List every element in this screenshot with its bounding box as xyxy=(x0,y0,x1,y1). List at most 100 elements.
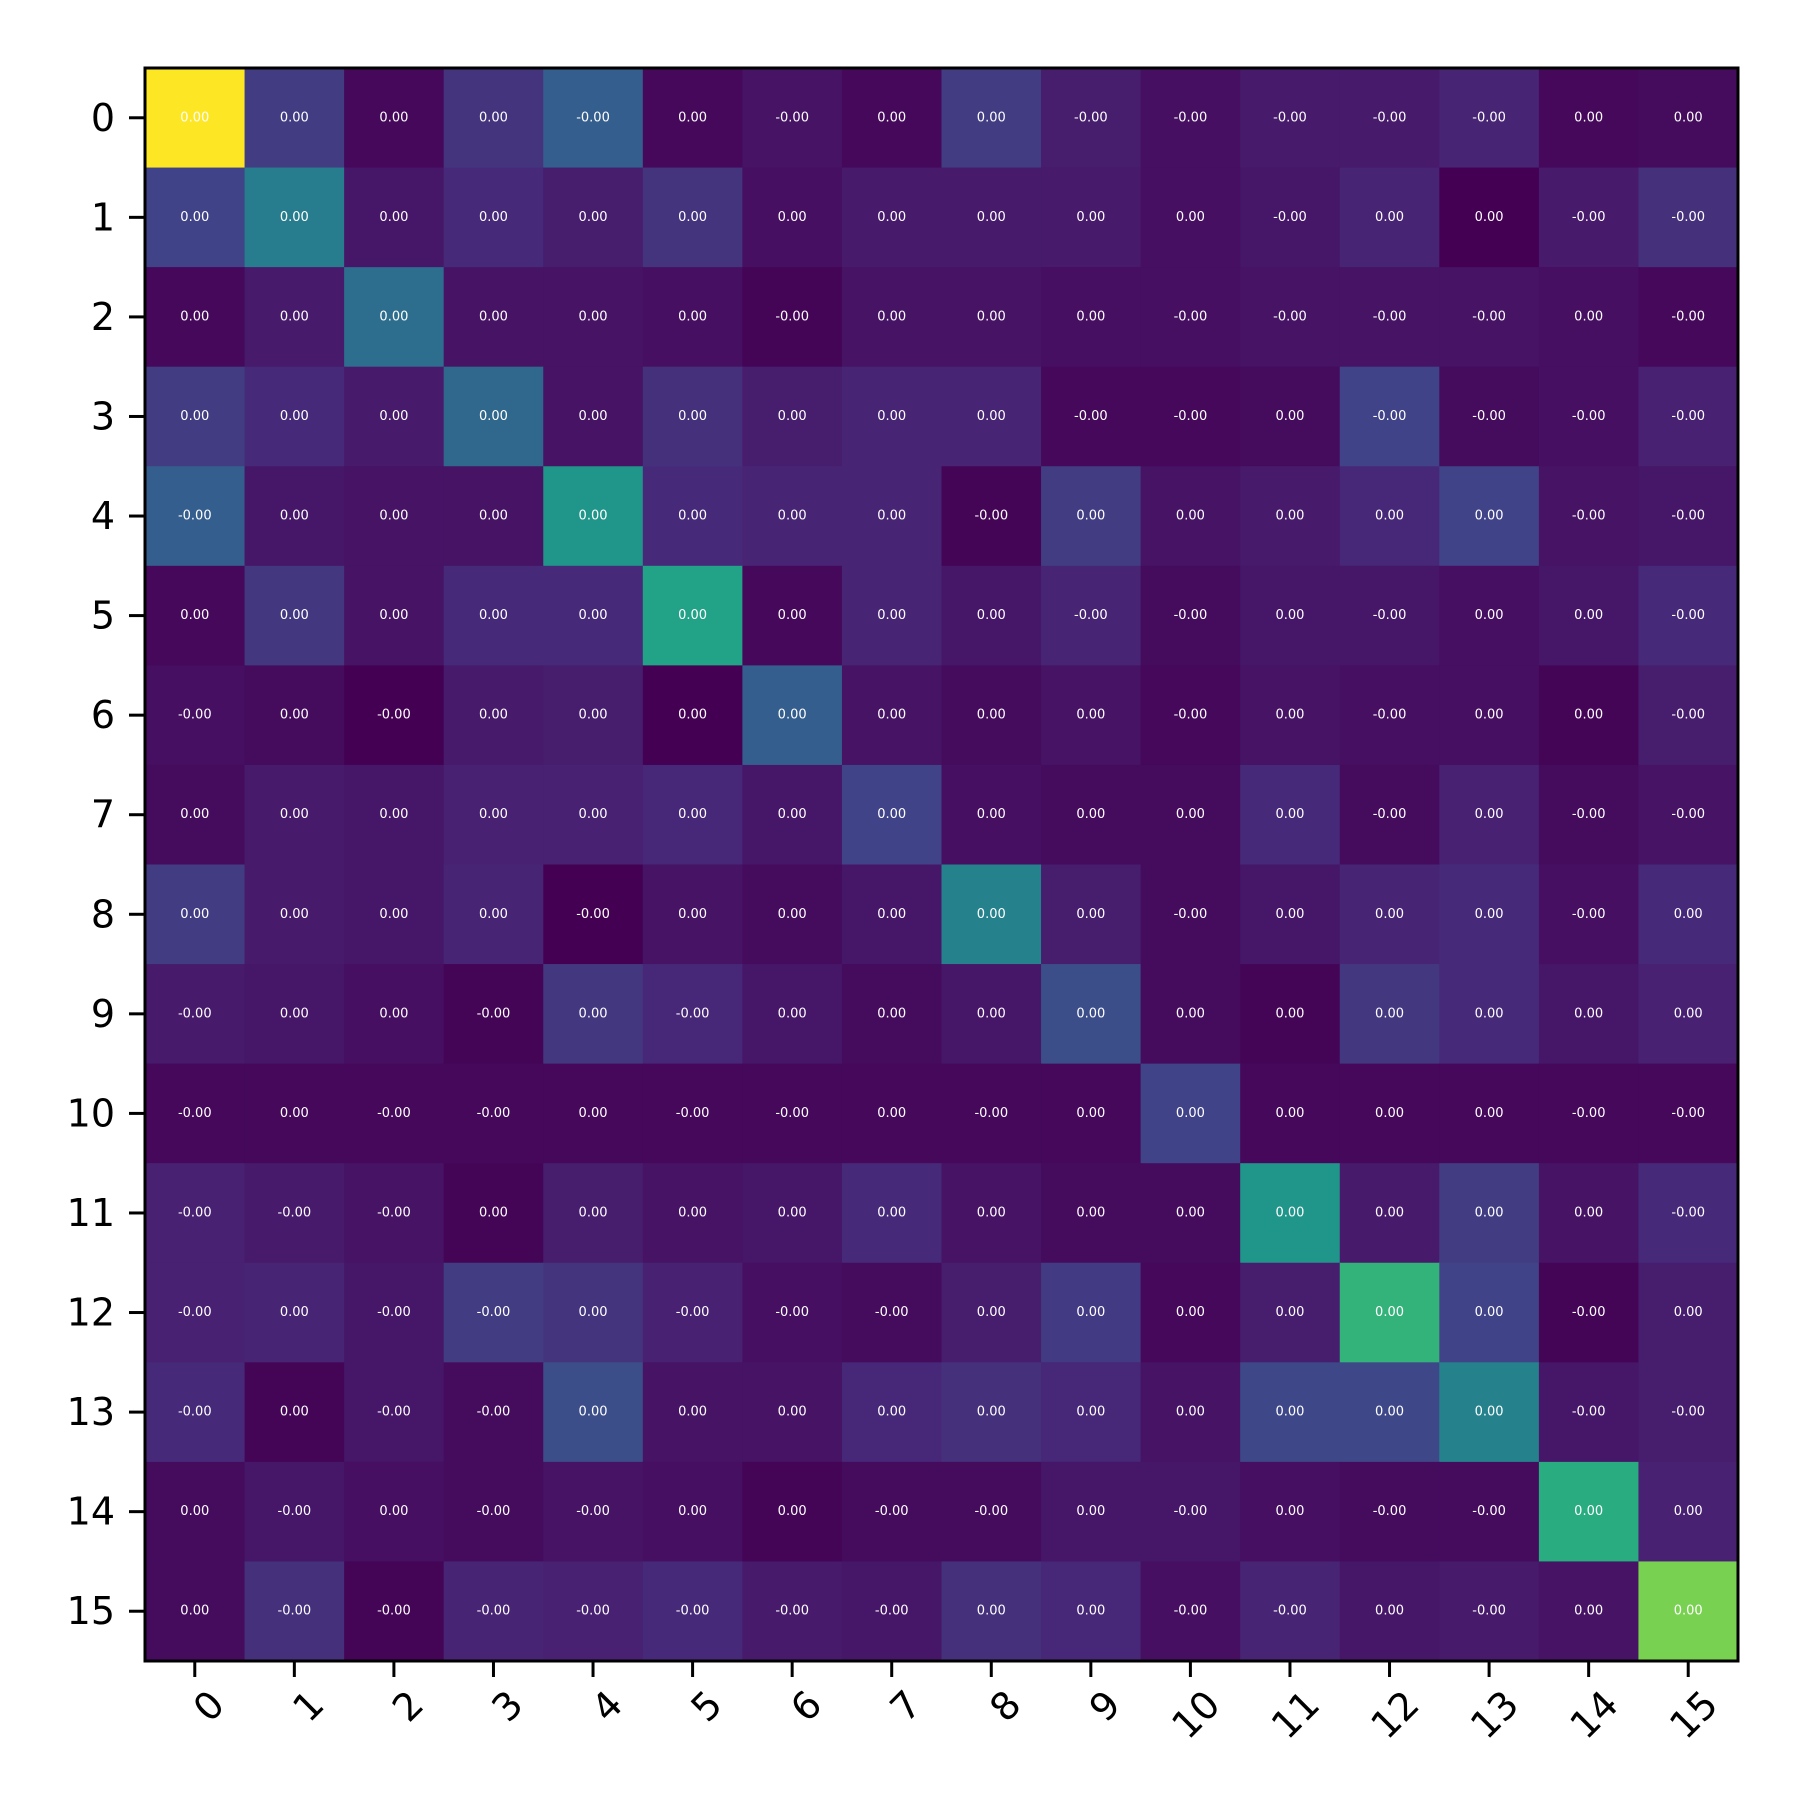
heatmap-cell-r2-c15 xyxy=(1638,267,1739,368)
heatmap-cell-r0-c3 xyxy=(443,68,544,169)
heatmap-cell-r8-c11 xyxy=(1240,864,1341,965)
cell-value-label-r7-c15: -0.00 xyxy=(1671,807,1705,822)
cell-value-label-r11-c0: -0.00 xyxy=(178,1205,212,1220)
heatmap-cell-r10-c14 xyxy=(1538,1063,1640,1164)
cell-value-label-r13-c5: 0.00 xyxy=(678,1405,707,1420)
heatmap-cell-r15-c15 xyxy=(1638,1561,1739,1662)
cell-value-label-r12-c7: -0.00 xyxy=(875,1305,909,1320)
cell-value-label-r1-c12: 0.00 xyxy=(1375,210,1404,225)
cell-value-label-r4-c6: 0.00 xyxy=(778,509,807,524)
heatmap-cell-r1-c15 xyxy=(1638,167,1739,268)
cell-value-label-r4-c2: 0.00 xyxy=(379,509,408,524)
heatmap-cell-r13-c6 xyxy=(742,1362,843,1463)
heatmap-cell-r4-c10 xyxy=(1140,466,1241,567)
heatmap-cell-r6-c14 xyxy=(1538,665,1640,766)
cell-value-label-r3-c3: 0.00 xyxy=(479,409,508,424)
heatmap-cell-r0-c9 xyxy=(1041,68,1142,169)
heatmap-cell-r1-c2 xyxy=(344,167,445,268)
heatmap-cell-r6-c0 xyxy=(145,665,246,766)
heatmap-cell-r12-c9 xyxy=(1041,1262,1142,1363)
y-tick-label-10: 10 xyxy=(67,1091,115,1135)
heatmap-cell-r6-c9 xyxy=(1041,665,1142,766)
heatmap-cell-r13-c2 xyxy=(344,1362,445,1463)
heatmap-cell-r9-c10 xyxy=(1140,964,1241,1065)
cell-value-label-r0-c2: 0.00 xyxy=(379,110,408,125)
cell-value-label-r0-c12: -0.00 xyxy=(1373,110,1407,125)
cell-value-label-r14-c15: 0.00 xyxy=(1674,1504,1703,1519)
heatmap-cell-r12-c11 xyxy=(1240,1262,1341,1363)
heatmap-cell-r13-c9 xyxy=(1041,1362,1142,1463)
heatmap-cell-r7-c14 xyxy=(1538,764,1640,866)
heatmap-cell-r1-c8 xyxy=(941,167,1042,268)
cell-value-label-r9-c8: 0.00 xyxy=(977,1006,1006,1021)
cell-value-label-r2-c13: -0.00 xyxy=(1472,309,1506,324)
heatmap-cell-r5-c8 xyxy=(941,565,1042,666)
cell-value-label-r3-c11: 0.00 xyxy=(1275,409,1304,424)
cell-value-label-r4-c10: 0.00 xyxy=(1176,509,1205,524)
cell-value-label-r13-c15: -0.00 xyxy=(1671,1405,1705,1420)
heatmap-cell-r7-c5 xyxy=(642,764,743,866)
heatmap-cell-r2-c13 xyxy=(1439,267,1540,368)
cell-value-label-r3-c0: 0.00 xyxy=(180,409,209,424)
heatmap-cell-r1-c3 xyxy=(443,167,544,268)
y-tick-label-7: 7 xyxy=(91,793,115,837)
cell-value-label-r15-c13: -0.00 xyxy=(1472,1604,1506,1619)
heatmap-cell-r1-c4 xyxy=(543,167,644,268)
heatmap-cell-r8-c7 xyxy=(841,864,943,965)
y-tick-label-13: 13 xyxy=(67,1390,115,1434)
heatmap-cell-r7-c0 xyxy=(145,764,246,866)
cell-value-label-r5-c11: 0.00 xyxy=(1275,608,1304,623)
cell-value-label-r9-c13: 0.00 xyxy=(1475,1006,1504,1021)
cell-value-label-r6-c2: -0.00 xyxy=(377,708,411,723)
cell-value-label-r1-c8: 0.00 xyxy=(977,210,1006,225)
cell-value-label-r1-c11: -0.00 xyxy=(1273,210,1307,225)
heatmap-cell-r11-c0 xyxy=(145,1163,246,1264)
cell-value-label-r7-c5: 0.00 xyxy=(678,807,707,822)
cell-value-label-r8-c10: -0.00 xyxy=(1174,907,1208,922)
cell-value-label-r3-c9: -0.00 xyxy=(1074,409,1108,424)
heatmap-cell-r10-c13 xyxy=(1439,1063,1540,1164)
heatmap-cell-r5-c0 xyxy=(145,565,246,666)
heatmap-cell-r4-c3 xyxy=(443,466,544,567)
heatmap-cell-r1-c7 xyxy=(841,167,943,268)
cell-value-label-r4-c3: 0.00 xyxy=(479,509,508,524)
cell-value-label-r8-c2: 0.00 xyxy=(379,907,408,922)
cell-value-label-r11-c9: 0.00 xyxy=(1076,1205,1105,1220)
cell-value-label-r2-c1: 0.00 xyxy=(280,309,309,324)
cell-value-label-r15-c10: -0.00 xyxy=(1174,1604,1208,1619)
heatmap-cell-r4-c2 xyxy=(344,466,445,567)
cell-value-label-r4-c5: 0.00 xyxy=(678,509,707,524)
cell-value-label-r2-c5: 0.00 xyxy=(678,309,707,324)
heatmap-cell-r11-c15 xyxy=(1638,1163,1739,1264)
cell-value-label-r5-c9: -0.00 xyxy=(1074,608,1108,623)
cell-value-label-r14-c14: 0.00 xyxy=(1574,1504,1603,1519)
cell-value-label-r4-c13: 0.00 xyxy=(1475,509,1504,524)
heatmap-cell-r3-c0 xyxy=(145,366,246,467)
heatmap-cell-r11-c2 xyxy=(344,1163,445,1264)
heatmap-cell-r12-c1 xyxy=(244,1262,345,1363)
cell-value-label-r6-c8: 0.00 xyxy=(977,708,1006,723)
cell-value-label-r11-c2: -0.00 xyxy=(377,1205,411,1220)
heatmap-cell-r15-c6 xyxy=(742,1561,843,1662)
heatmap-cell-r0-c10 xyxy=(1140,68,1241,169)
heatmap-cell-r9-c7 xyxy=(841,964,943,1065)
cell-value-label-r4-c4: 0.00 xyxy=(579,509,608,524)
cell-value-label-r8-c12: 0.00 xyxy=(1375,907,1404,922)
heatmap-cell-r3-c12 xyxy=(1339,366,1440,467)
y-tick-label-14: 14 xyxy=(67,1490,115,1534)
cell-value-label-r13-c3: -0.00 xyxy=(477,1405,511,1420)
heatmap-cell-r2-c7 xyxy=(841,267,943,368)
cell-value-label-r10-c0: -0.00 xyxy=(178,1106,212,1121)
heatmap-cell-r9-c13 xyxy=(1439,964,1540,1065)
heatmap-cell-r6-c6 xyxy=(742,665,843,766)
heatmap-cell-r11-c9 xyxy=(1041,1163,1142,1264)
heatmap-cell-r6-c3 xyxy=(443,665,544,766)
y-tick-label-3: 3 xyxy=(91,394,115,438)
cell-value-label-r10-c2: -0.00 xyxy=(377,1106,411,1121)
cell-value-label-r4-c8: -0.00 xyxy=(974,509,1008,524)
cell-value-label-r12-c0: -0.00 xyxy=(178,1305,212,1320)
heatmap-cell-r11-c11 xyxy=(1240,1163,1341,1264)
heatmap-cell-r10-c10 xyxy=(1140,1063,1241,1164)
cell-value-label-r1-c14: -0.00 xyxy=(1572,210,1606,225)
heatmap-cell-r4-c12 xyxy=(1339,466,1440,567)
